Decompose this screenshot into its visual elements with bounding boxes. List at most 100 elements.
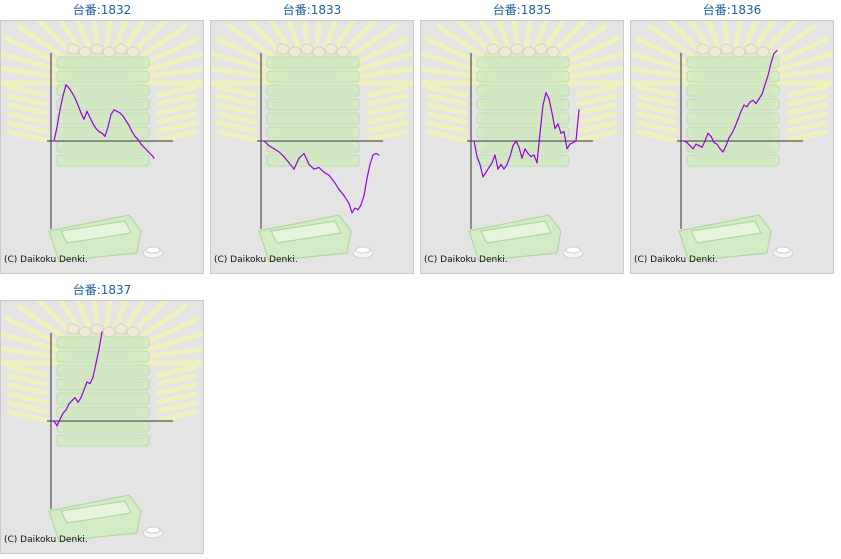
data-point: [338, 188, 340, 190]
data-point: [539, 132, 541, 134]
copyright-text: (C) Daikoku Denki.: [634, 255, 718, 265]
chart-background-art: [211, 21, 413, 262]
data-point: [92, 376, 94, 378]
machine-number-link[interactable]: 台番:1832: [72, 3, 132, 17]
data-point: [153, 157, 155, 159]
machine-number-link[interactable]: 台番:1836: [702, 3, 762, 17]
data-point: [303, 152, 305, 155]
series-line: [263, 140, 380, 214]
data-point: [357, 209, 359, 211]
data-point: [77, 104, 79, 106]
data-point: [749, 101, 751, 103]
data-point: [578, 109, 580, 111]
copyright-text: (C) Daikoku Denki.: [424, 255, 508, 265]
data-point: [527, 152, 529, 155]
chart-axes: [467, 53, 593, 229]
data-point: [83, 118, 85, 120]
data-point: [273, 148, 275, 150]
data-point: [482, 176, 484, 178]
data-point: [98, 131, 100, 133]
data-point: [65, 84, 67, 86]
data-point: [86, 110, 88, 112]
data-point: [506, 163, 508, 165]
data-point: [509, 156, 511, 158]
data-point: [503, 168, 505, 170]
data-point: [743, 104, 745, 106]
data-point: [107, 126, 109, 128]
data-point: [149, 152, 151, 155]
data-point: [692, 148, 694, 150]
data-point: [268, 145, 270, 147]
data-point: [125, 120, 127, 122]
chart-axes: [47, 333, 173, 509]
data-point: [92, 123, 94, 125]
data-point: [95, 362, 97, 364]
data-point: [491, 162, 493, 164]
chart-background-art: [1, 301, 203, 542]
copyright-text: (C) Daikoku Denki.: [214, 255, 298, 265]
copyright-text: (C) Daikoku Denki.: [4, 535, 88, 545]
data-point: [80, 397, 82, 399]
data-point: [53, 140, 55, 142]
data-point: [86, 381, 88, 383]
data-point: [698, 145, 700, 147]
data-point: [479, 163, 481, 165]
data-point: [263, 140, 265, 142]
chart-axes: [677, 53, 803, 229]
data-point: [536, 162, 538, 164]
data-point: [323, 171, 325, 173]
slump-graph-svg: [631, 21, 833, 262]
slump-graph[interactable]: (C) Daikoku Denki.: [630, 20, 834, 274]
data-point: [563, 131, 565, 133]
slump-graph[interactable]: (C) Daikoku Denki.: [0, 300, 204, 554]
data-point: [518, 146, 520, 148]
data-point: [366, 177, 368, 180]
data-point: [773, 53, 775, 55]
machine-number-link[interactable]: 台番:1835: [492, 3, 552, 17]
data-point: [776, 49, 778, 52]
data-point: [68, 87, 70, 89]
data-point: [530, 156, 532, 158]
slump-graph[interactable]: (C) Daikoku Denki.: [0, 20, 204, 274]
slump-graph-svg: [1, 301, 203, 542]
data-point: [101, 331, 103, 333]
data-point: [62, 412, 64, 414]
machine-card: 台番:1836 (C) Daikoku Denki.: [630, 0, 834, 274]
data-point: [74, 97, 76, 99]
data-point: [725, 145, 727, 147]
slump-graph[interactable]: (C) Daikoku Denki.: [210, 20, 414, 274]
data-point: [512, 145, 514, 147]
data-point: [116, 110, 118, 112]
data-point: [485, 171, 487, 173]
data-point: [731, 132, 733, 134]
data-point: [473, 140, 475, 142]
data-point: [369, 163, 371, 165]
data-point: [360, 204, 362, 206]
data-point: [328, 174, 330, 176]
data-point: [113, 109, 115, 111]
slump-graph[interactable]: (C) Daikoku Denki.: [420, 20, 624, 274]
data-point: [746, 106, 748, 108]
data-point: [554, 127, 556, 130]
series-points: [683, 49, 778, 153]
machine-card: 台番:1835 (C) Daikoku Denki.: [420, 0, 624, 274]
data-point: [354, 207, 356, 209]
data-point: [704, 140, 706, 142]
data-point: [152, 156, 154, 158]
data-point: [101, 132, 103, 134]
data-point: [722, 151, 724, 153]
data-point: [137, 138, 139, 141]
data-point: [146, 149, 148, 151]
data-point: [572, 141, 574, 144]
data-point: [476, 156, 478, 158]
machine-number-link[interactable]: 台番:1837: [72, 283, 132, 297]
data-point: [298, 157, 300, 159]
data-point: [89, 117, 91, 119]
data-point: [488, 166, 490, 169]
data-point: [566, 148, 568, 150]
data-point: [278, 151, 280, 153]
machine-number-link[interactable]: 台番:1833: [282, 3, 342, 17]
data-point: [500, 163, 502, 165]
data-point: [56, 126, 58, 128]
data-point: [62, 95, 64, 97]
